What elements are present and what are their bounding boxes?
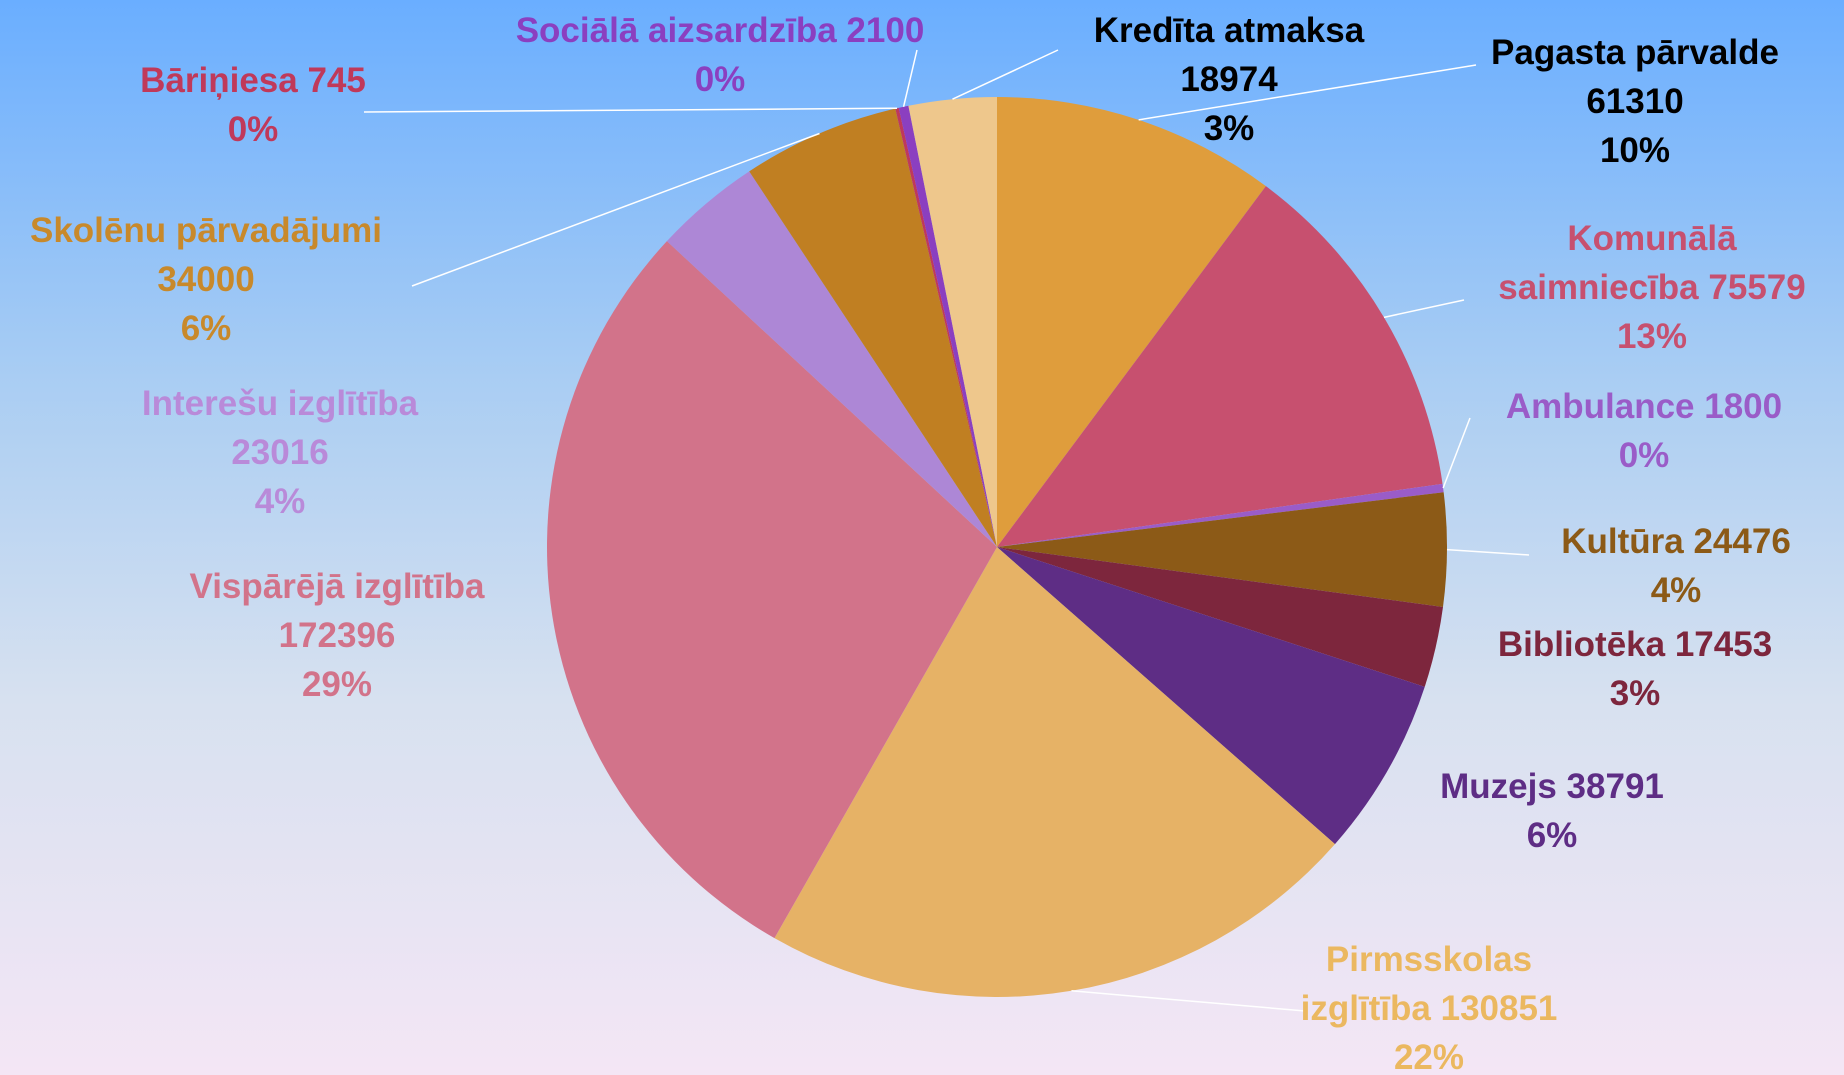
label-text: Interešu izglītība 23016 (100, 379, 460, 477)
category-name: Bāriņiesa (140, 61, 298, 100)
data-label: Komunālā saimniecība 75579 13% (1477, 214, 1827, 361)
data-label: Ambulance 1800 0% (1464, 382, 1824, 480)
value-label: 24476 (1693, 522, 1791, 561)
category-name: Sociālā aizsardzība (515, 11, 837, 50)
label-text: Komunālā saimniecība 75579 (1477, 214, 1827, 312)
value-label: 1800 (1704, 387, 1783, 426)
percent-label: 6% (180, 309, 232, 348)
pie-slice (908, 97, 997, 547)
value-label: 75579 (1708, 268, 1806, 307)
percent-label: 3% (1609, 674, 1661, 713)
label-text: Bāriņiesa 745 (53, 56, 453, 105)
category-name: Ambulance (1505, 387, 1695, 426)
pie-slice (997, 547, 1443, 687)
category-name: Bibliotēka (1497, 625, 1666, 664)
value-label: 18974 (1180, 60, 1278, 99)
label-text: Kredīta atmaksa 18974 (1059, 6, 1399, 104)
label-text: Sociālā aizsardzība 2100 (510, 6, 930, 55)
label-text: Bibliotēka 17453 (1435, 620, 1835, 669)
data-label: Bāriņiesa 745 0% (53, 56, 453, 154)
data-label: Sociālā aizsardzība 2100 0% (510, 6, 930, 104)
pie-slice (997, 97, 1266, 547)
percent-label: 29% (301, 665, 373, 704)
percent-label: 6% (1526, 816, 1578, 855)
category-name: Pagasta pārvalde (1491, 33, 1779, 72)
label-text: Skolēnu pārvadājumi 34000 (26, 206, 386, 304)
label-text: Muzejs 38791 (1372, 762, 1732, 811)
value-label: 2100 (846, 11, 925, 50)
leader-line (952, 49, 1059, 100)
category-name: Komunālā saimniecība (1498, 219, 1737, 307)
percent-label: 13% (1616, 317, 1688, 356)
value-label: 23016 (231, 433, 329, 472)
percent-label: 4% (1650, 571, 1702, 610)
leader-line (1071, 990, 1306, 1012)
category-name: Kredīta atmaksa (1093, 11, 1365, 50)
percent-label: 4% (254, 482, 306, 521)
data-label: Muzejs 38791 6% (1372, 762, 1732, 860)
leader-line (411, 132, 820, 287)
pie-slice (898, 105, 997, 548)
percent-label: 10% (1599, 131, 1671, 170)
data-label: Interešu izglītība 23016 4% (100, 379, 460, 526)
pie-slice (997, 186, 1443, 547)
category-name: Muzejs (1440, 767, 1557, 806)
data-label: Pagasta pārvalde 61310 10% (1455, 28, 1815, 175)
category-name: Vispārējā izglītība (189, 567, 485, 606)
label-text: Pirmsskolas izglītība 130851 (1264, 935, 1594, 1033)
pie-slice (774, 547, 1335, 997)
data-label: Skolēnu pārvadājumi 34000 6% (26, 206, 386, 353)
leader-line (902, 49, 918, 107)
category-name: Pirmsskolas izglītība (1300, 940, 1533, 1028)
leader-line (363, 107, 898, 113)
category-name: Interešu izglītība (141, 384, 419, 423)
category-name: Skolēnu pārvadājumi (29, 211, 383, 250)
pie-slice (997, 483, 1444, 547)
pie-slice (547, 241, 997, 939)
pie-slice (997, 547, 1425, 845)
percent-label: 0% (227, 110, 279, 149)
leader-line (1442, 417, 1471, 489)
data-label: Vispārējā izglītība 172396 29% (137, 562, 537, 709)
category-name: Kultūra (1561, 522, 1684, 561)
pie-slice (895, 107, 997, 548)
data-label: Pirmsskolas izglītība 130851 22% (1264, 935, 1594, 1075)
pie-slice (749, 108, 997, 547)
leader-line (1383, 299, 1465, 319)
data-label: Kultūra 24476 4% (1496, 517, 1844, 615)
leader-line (1138, 64, 1477, 121)
label-text: Vispārējā izglītība 172396 (137, 562, 537, 660)
value-label: 38791 (1566, 767, 1664, 806)
pie-slice (666, 171, 997, 548)
label-text: Ambulance 1800 (1464, 382, 1824, 431)
value-label: 745 (307, 61, 366, 100)
data-label: Bibliotēka 17453 3% (1435, 620, 1835, 718)
value-label: 61310 (1586, 82, 1684, 121)
value-label: 130851 (1440, 989, 1558, 1028)
value-label: 34000 (157, 260, 255, 299)
label-text: Pagasta pārvalde 61310 (1455, 28, 1815, 126)
label-text: Kultūra 24476 (1496, 517, 1844, 566)
leader-line (1446, 548, 1530, 556)
percent-label: 3% (1203, 109, 1255, 148)
data-label: Kredīta atmaksa 18974 3% (1059, 6, 1399, 153)
value-label: 172396 (278, 616, 396, 655)
percent-label: 0% (694, 60, 746, 99)
value-label: 17453 (1674, 625, 1773, 664)
percent-label: 0% (1618, 436, 1670, 475)
pie-slice (997, 492, 1447, 607)
percent-label: 22% (1393, 1038, 1465, 1075)
